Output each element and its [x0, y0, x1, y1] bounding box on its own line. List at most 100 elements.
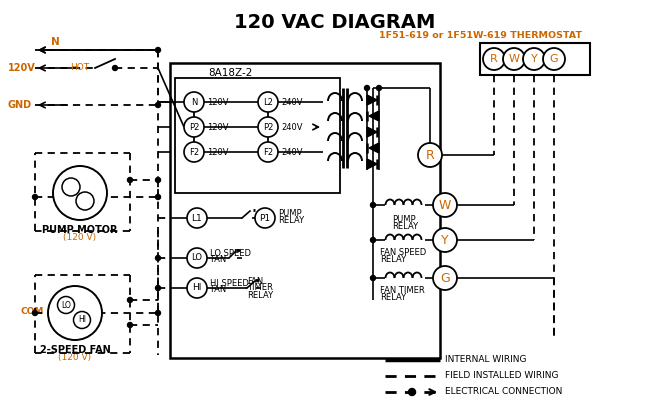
Text: GND: GND — [8, 100, 32, 110]
Text: P2: P2 — [263, 122, 273, 132]
Circle shape — [184, 142, 204, 162]
Text: PUMP MOTOR: PUMP MOTOR — [42, 225, 118, 235]
Polygon shape — [367, 95, 377, 105]
Bar — [480, 43, 590, 75]
Text: FAN: FAN — [210, 256, 226, 264]
Text: FAN SPEED: FAN SPEED — [380, 248, 426, 257]
Text: RELAY: RELAY — [380, 293, 406, 302]
Circle shape — [503, 48, 525, 70]
Circle shape — [155, 103, 161, 108]
Circle shape — [258, 92, 278, 112]
Circle shape — [483, 48, 505, 70]
Text: Y: Y — [531, 54, 537, 64]
Circle shape — [53, 166, 107, 220]
Text: G: G — [440, 272, 450, 285]
Circle shape — [543, 48, 565, 70]
Circle shape — [187, 248, 207, 268]
Circle shape — [523, 48, 545, 70]
Circle shape — [74, 311, 90, 328]
Text: LO: LO — [192, 253, 202, 262]
Text: P2: P2 — [189, 122, 199, 132]
Circle shape — [155, 285, 161, 290]
Text: HI: HI — [78, 316, 86, 324]
Text: 8A18Z-2: 8A18Z-2 — [208, 68, 252, 78]
Text: FIELD INSTALLED WIRING: FIELD INSTALLED WIRING — [445, 372, 559, 380]
Text: COM: COM — [21, 307, 44, 316]
Text: LO: LO — [61, 300, 71, 310]
Text: N: N — [51, 37, 60, 47]
Text: 240V: 240V — [281, 147, 302, 157]
Text: 120V: 120V — [207, 122, 228, 132]
Bar — [175, 78, 340, 193]
Text: FAN: FAN — [210, 285, 226, 295]
Text: L1: L1 — [192, 214, 202, 222]
Text: RELAY: RELAY — [278, 215, 304, 225]
Circle shape — [418, 143, 442, 167]
Text: R: R — [425, 148, 434, 161]
Text: 120 VAC DIAGRAM: 120 VAC DIAGRAM — [234, 13, 436, 32]
Circle shape — [62, 178, 80, 196]
Circle shape — [33, 310, 38, 316]
Text: PUMP: PUMP — [278, 209, 302, 217]
Circle shape — [184, 92, 204, 112]
Text: (120 V): (120 V) — [64, 233, 96, 242]
Text: INTERNAL WIRING: INTERNAL WIRING — [445, 355, 527, 365]
Text: W: W — [509, 54, 519, 64]
Polygon shape — [369, 111, 379, 121]
Text: HI SPEED: HI SPEED — [210, 279, 249, 287]
Text: 120V: 120V — [207, 98, 228, 106]
Circle shape — [155, 178, 161, 183]
Circle shape — [187, 278, 207, 298]
Text: W: W — [439, 199, 451, 212]
Text: 240V: 240V — [281, 98, 302, 106]
Polygon shape — [369, 143, 379, 153]
Circle shape — [433, 193, 457, 217]
Text: TIMER: TIMER — [247, 284, 273, 292]
Circle shape — [58, 297, 74, 313]
Text: HI: HI — [192, 284, 202, 292]
Circle shape — [127, 323, 133, 328]
Circle shape — [76, 192, 94, 210]
Bar — [170, 63, 440, 358]
Circle shape — [371, 276, 375, 280]
Text: RELAY: RELAY — [392, 222, 418, 231]
Circle shape — [187, 208, 207, 228]
Text: 120V: 120V — [8, 63, 36, 73]
Polygon shape — [367, 127, 377, 137]
Circle shape — [155, 310, 161, 316]
Text: FAN TIMER: FAN TIMER — [380, 286, 425, 295]
Text: Y: Y — [441, 233, 449, 246]
Text: F2: F2 — [263, 147, 273, 157]
Text: (120 V): (120 V) — [58, 353, 92, 362]
Circle shape — [127, 178, 133, 183]
Circle shape — [184, 117, 204, 137]
Circle shape — [255, 208, 275, 228]
Text: R: R — [490, 54, 498, 64]
Circle shape — [371, 238, 375, 243]
Text: ELECTRICAL CONNECTION: ELECTRICAL CONNECTION — [445, 388, 562, 396]
Circle shape — [155, 194, 161, 199]
Circle shape — [258, 142, 278, 162]
Text: N: N — [191, 98, 197, 106]
Text: LO SPEED: LO SPEED — [210, 248, 251, 258]
Circle shape — [364, 85, 369, 91]
Circle shape — [48, 286, 102, 340]
Circle shape — [113, 65, 117, 70]
Circle shape — [33, 194, 38, 199]
Circle shape — [258, 117, 278, 137]
Circle shape — [433, 228, 457, 252]
Circle shape — [433, 266, 457, 290]
Text: RELAY: RELAY — [247, 290, 273, 300]
Circle shape — [155, 47, 161, 52]
Text: PUMP: PUMP — [392, 215, 415, 224]
Circle shape — [377, 85, 381, 91]
Text: RELAY: RELAY — [380, 255, 406, 264]
Text: HOT: HOT — [70, 63, 90, 72]
Text: 2-SPEED FAN: 2-SPEED FAN — [40, 345, 111, 355]
Circle shape — [127, 297, 133, 303]
Text: 240V: 240V — [281, 122, 302, 132]
Circle shape — [371, 202, 375, 207]
Text: 120V: 120V — [207, 147, 228, 157]
Text: 1F51-619 or 1F51W-619 THERMOSTAT: 1F51-619 or 1F51W-619 THERMOSTAT — [379, 31, 582, 39]
Text: L2: L2 — [263, 98, 273, 106]
